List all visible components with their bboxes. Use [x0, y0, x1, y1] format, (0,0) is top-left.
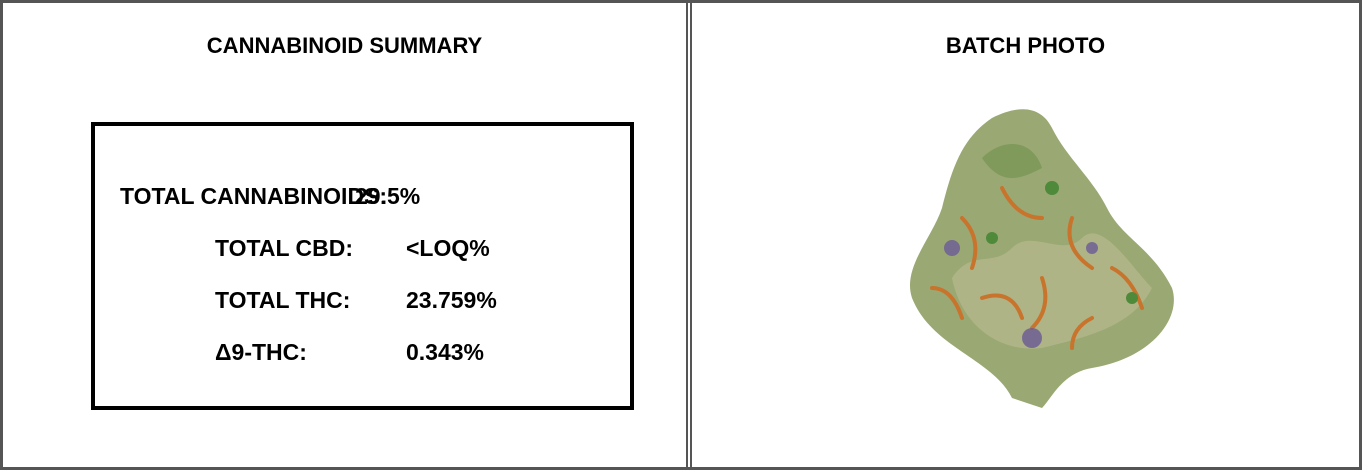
divider: [686, 3, 692, 467]
row-value: 23.759%: [406, 287, 497, 313]
bud-leaf: [982, 144, 1042, 178]
row-value: <LOQ%: [406, 235, 490, 261]
photo-title: BATCH PHOTO: [945, 33, 1106, 58]
bud-trichomes: [952, 233, 1152, 349]
green-spots: [986, 181, 1138, 304]
purple-spots: [944, 240, 1098, 348]
summary-panel: CANNABINOID SUMMARY TOTAL CANNABINOIDS: …: [3, 3, 686, 467]
row-label: TOTAL CANNABINOIDS:: [120, 183, 388, 209]
summary-box: TOTAL CANNABINOIDS: 29.5% TOTAL CBD: <LO…: [91, 122, 634, 410]
batch-photo: [909, 109, 1174, 409]
row-value: 29.5%: [355, 183, 421, 209]
photo-panel: BATCH PHOTO: [692, 3, 1359, 467]
row-label: TOTAL CBD:: [215, 235, 353, 261]
row-label: TOTAL THC:: [215, 287, 351, 313]
summary-title: CANNABINOID SUMMARY: [206, 33, 483, 58]
row-value: 0.343%: [406, 339, 485, 365]
row-label: Δ9-THC:: [215, 339, 307, 365]
pistils: [930, 186, 1144, 350]
